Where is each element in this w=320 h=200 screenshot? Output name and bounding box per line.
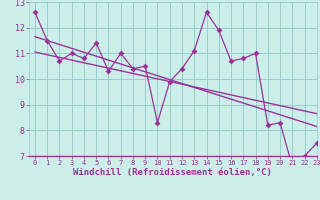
X-axis label: Windchill (Refroidissement éolien,°C): Windchill (Refroidissement éolien,°C) [73,168,272,177]
